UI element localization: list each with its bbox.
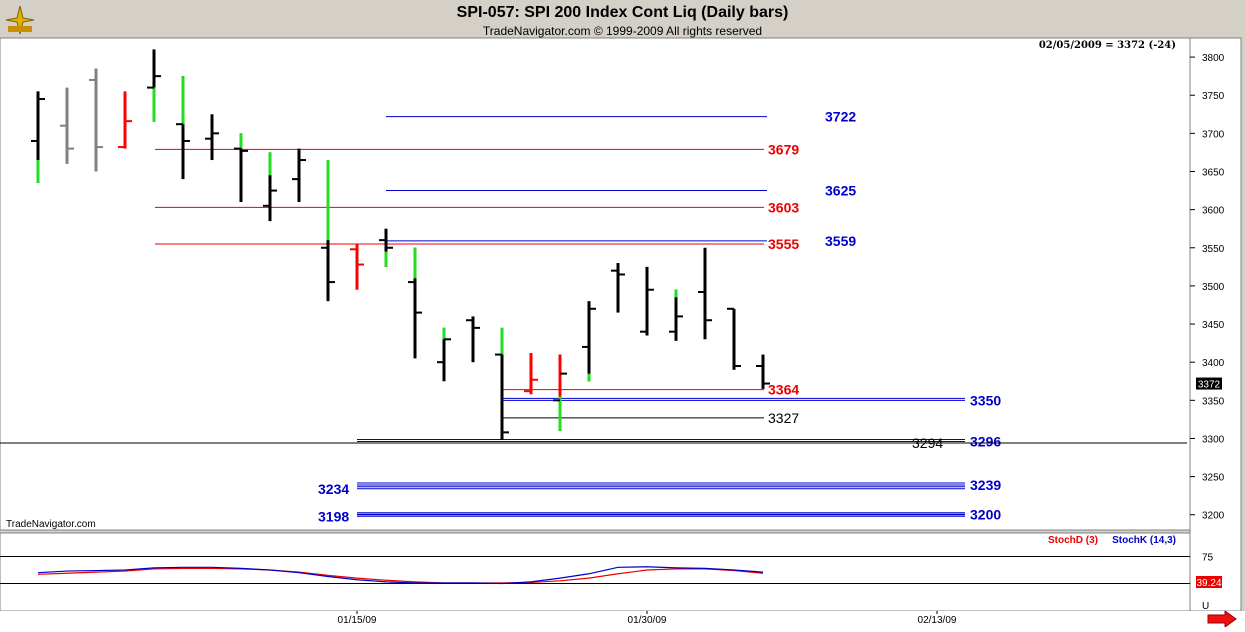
level-label-3603: 3603	[768, 199, 799, 215]
date-axis-panel	[0, 611, 1245, 631]
last-price-label: 3372	[1198, 380, 1221, 391]
level-label-3555: 3555	[768, 236, 799, 252]
stoch-series-line-d	[37, 567, 764, 584]
level-label-3198: 3198	[318, 508, 349, 524]
y-tick-label: 3250	[1202, 473, 1225, 484]
level-label-3234: 3234	[318, 481, 349, 497]
scroll-right-arrow-icon[interactable]	[1207, 610, 1237, 632]
last-quote-status: 02/05/2009 = 3372 (-24)	[1039, 40, 1176, 51]
tradenavigator-logo-icon[interactable]	[4, 4, 36, 36]
stoch-last-value-box	[1196, 576, 1222, 588]
price-panel	[0, 37, 1191, 531]
watermark-text: TradeNavigator.com	[6, 519, 96, 530]
stoch-tick-label: 75	[1202, 553, 1214, 564]
level-label-3296: 3296	[970, 434, 1001, 450]
price-axis-panel	[1189, 37, 1242, 612]
level-label-3200: 3200	[970, 507, 1001, 523]
stoch-tick-label: U	[1202, 601, 1209, 612]
x-tick-label: 01/15/09	[338, 615, 377, 626]
chart-subtitle: TradeNavigator.com © 1999-2009 All right…	[482, 24, 763, 38]
y-tick-label: 3400	[1202, 358, 1225, 369]
y-tick-label: 3750	[1202, 91, 1225, 102]
stoch-series-line-k	[37, 566, 764, 585]
x-tick-label: 01/30/09	[628, 615, 667, 626]
last-price-box	[1196, 377, 1222, 390]
level-label-3364: 3364	[768, 382, 799, 398]
level-label-3679: 3679	[768, 141, 799, 157]
y-tick-label: 3700	[1202, 129, 1225, 140]
y-tick-label: 3600	[1202, 206, 1225, 217]
level-label-3559: 3559	[825, 233, 856, 249]
level-label-3625: 3625	[825, 183, 856, 199]
y-tick-label: 3550	[1202, 244, 1225, 255]
x-tick-label: 02/13/09	[918, 615, 957, 626]
legend-stoch-d: StochD (3)	[1048, 535, 1098, 546]
level-label-3239: 3239	[970, 477, 1001, 493]
y-tick-label: 3650	[1202, 167, 1225, 178]
y-tick-label: 3200	[1202, 511, 1225, 522]
y-tick-label: 3450	[1202, 320, 1225, 331]
level-label-3722: 3722	[825, 109, 856, 125]
y-tick-label: 3800	[1202, 53, 1225, 64]
legend-stoch-k: StochK (14,3)	[1112, 535, 1176, 546]
level-label-3327: 3327	[768, 410, 799, 426]
stoch-last-value: 39.24	[1196, 578, 1221, 589]
level-label-3294: 3294	[912, 435, 943, 451]
y-tick-label: 3500	[1202, 282, 1225, 293]
y-tick-label: 3350	[1202, 396, 1225, 407]
chart-title: SPI-057: SPI 200 Index Cont Liq (Daily b…	[456, 4, 789, 21]
y-tick-label: 3300	[1202, 434, 1225, 445]
level-label-3350: 3350	[970, 392, 1001, 408]
